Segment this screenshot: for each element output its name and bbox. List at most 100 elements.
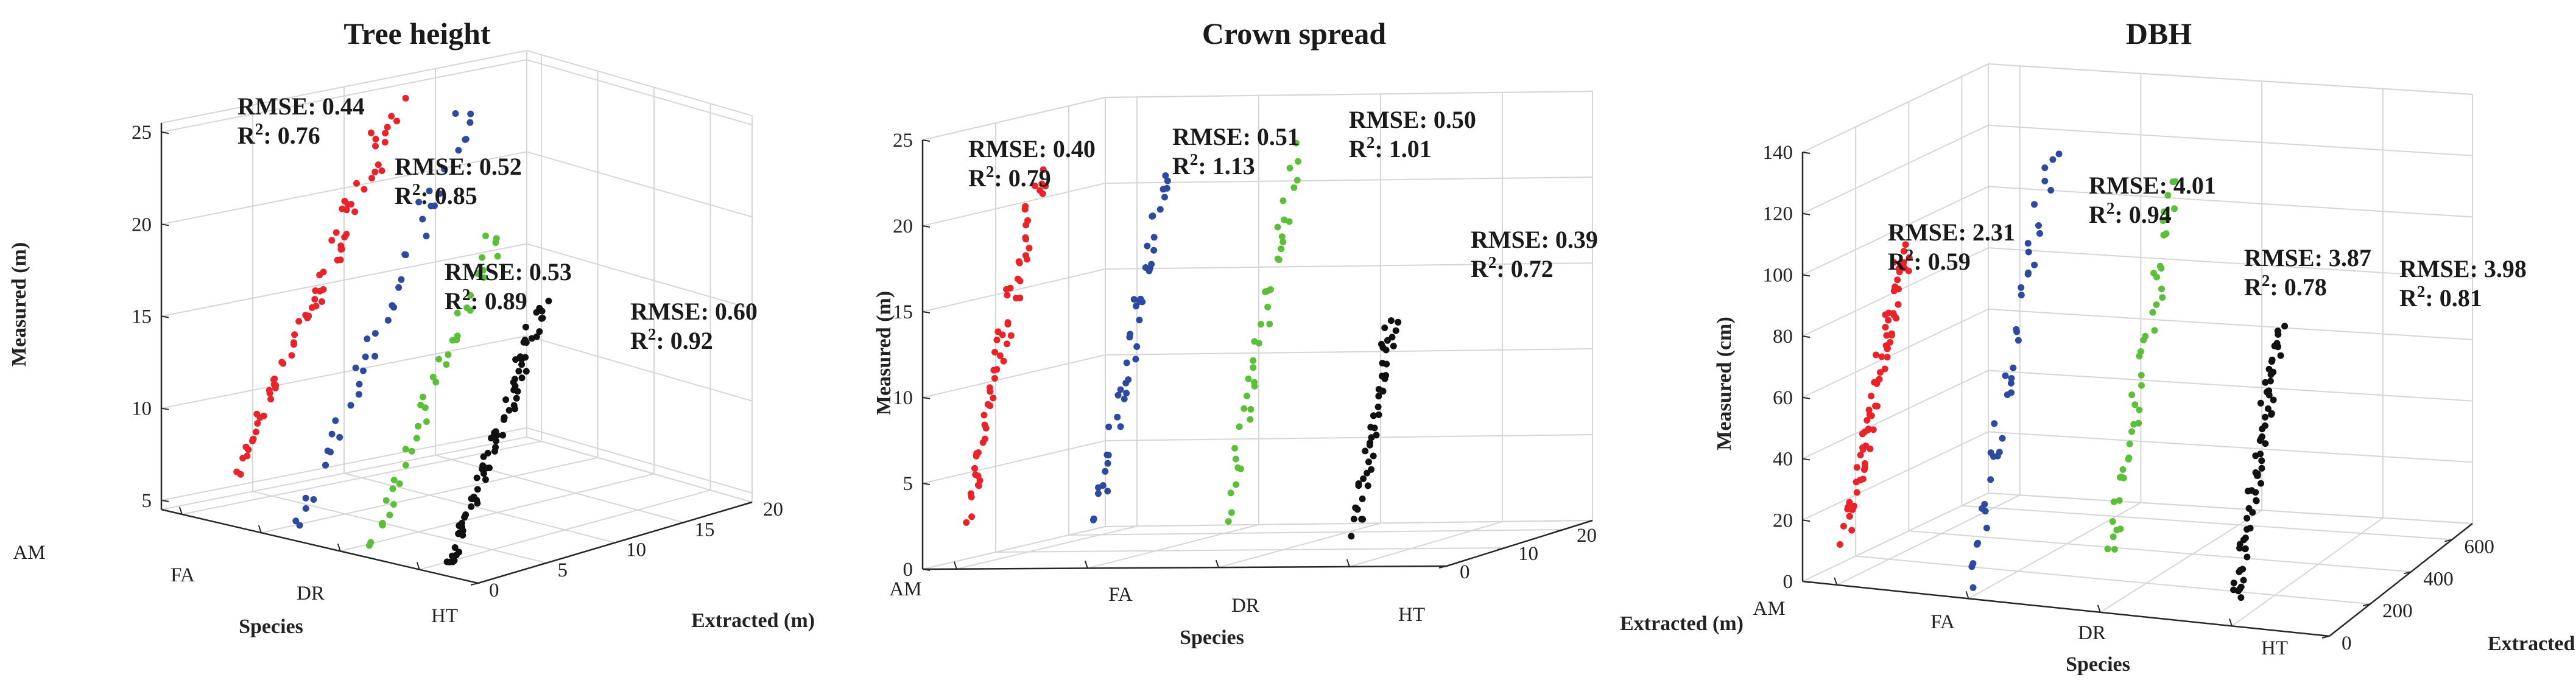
box-edge bbox=[1105, 91, 1593, 98]
data-point-dr bbox=[2158, 285, 2165, 293]
data-point-ht bbox=[1392, 327, 1399, 334]
box-edge bbox=[922, 526, 1106, 570]
grid-line bbox=[1856, 555, 2371, 605]
measured-tick bbox=[922, 139, 931, 142]
data-point-fa bbox=[1137, 295, 1144, 303]
data-point-am bbox=[333, 229, 340, 236]
scatter-points bbox=[1836, 150, 2289, 601]
data-point-fa bbox=[1150, 234, 1158, 241]
data-point-dr bbox=[2119, 466, 2127, 473]
extracted-tick-label: 0 bbox=[1460, 561, 1470, 583]
data-point-ht bbox=[1384, 337, 1391, 344]
data-point-ht bbox=[2237, 594, 2245, 601]
data-point-ht bbox=[518, 361, 526, 368]
grid-line bbox=[2231, 517, 2384, 627]
data-point-fa bbox=[1974, 539, 1982, 547]
r2-annotation: R2: 0.81 bbox=[2399, 282, 2482, 312]
data-point-dr bbox=[1295, 158, 1301, 165]
measured-tick-label: 80 bbox=[1773, 326, 1793, 348]
data-point-fa bbox=[428, 202, 435, 209]
data-point-ht bbox=[505, 407, 513, 414]
data-point-fa bbox=[2004, 391, 2011, 398]
data-point-ht bbox=[1364, 482, 1371, 489]
data-point-fa bbox=[395, 284, 403, 291]
data-point-fa bbox=[426, 187, 433, 195]
species-tick bbox=[178, 506, 183, 515]
data-point-am bbox=[1865, 426, 1872, 433]
r2-annotation: R2: 0.92 bbox=[630, 325, 713, 354]
box-edge bbox=[1802, 63, 1989, 153]
grid-line bbox=[922, 354, 1106, 398]
data-point-ht bbox=[1374, 404, 1382, 410]
data-point-am bbox=[381, 139, 389, 146]
extracted-tick bbox=[470, 583, 479, 586]
species-tick bbox=[1965, 591, 1969, 599]
r2-annotation: R2: 0.76 bbox=[238, 120, 320, 149]
data-point-am bbox=[280, 360, 287, 367]
data-point-dr bbox=[413, 435, 420, 442]
species-tick-label: AM bbox=[889, 578, 921, 600]
data-point-ht bbox=[1348, 533, 1355, 540]
data-point-ht bbox=[501, 416, 507, 423]
data-point-dr bbox=[1244, 393, 1250, 399]
data-point-am bbox=[1853, 489, 1860, 496]
data-point-am bbox=[1868, 393, 1875, 400]
species-tick-label: HT bbox=[2261, 637, 2288, 659]
data-point-dr bbox=[494, 253, 501, 260]
data-point-ht bbox=[518, 374, 526, 382]
grid-line bbox=[1218, 522, 1381, 569]
species-tick-label: FA bbox=[1108, 584, 1133, 606]
data-point-dr bbox=[1262, 288, 1269, 295]
grid-line bbox=[1962, 505, 2452, 541]
data-point-dr bbox=[1228, 509, 1235, 516]
data-point-am bbox=[266, 387, 273, 394]
data-point-fa bbox=[384, 317, 392, 324]
data-point-dr bbox=[2136, 352, 2143, 360]
data-point-dr bbox=[1251, 382, 1258, 390]
grid-line bbox=[1105, 177, 1593, 184]
data-point-ht bbox=[2236, 541, 2243, 548]
data-point-fa bbox=[466, 119, 474, 126]
data-point-am bbox=[382, 130, 389, 137]
data-point-am bbox=[316, 271, 323, 279]
data-point-fa bbox=[1991, 420, 1998, 427]
data-point-ht bbox=[2237, 583, 2245, 590]
data-point-am bbox=[320, 286, 327, 293]
data-point-fa bbox=[1987, 476, 1994, 483]
data-point-am bbox=[1022, 203, 1029, 210]
data-point-am bbox=[378, 167, 385, 174]
panel-tree-height: Tree height 5 10 15 20 25 AM FA DR HT 0 5 10 15 20 Mea… bbox=[8, 16, 815, 638]
data-point-am bbox=[353, 180, 360, 187]
measured-axis-label: Measured (m) bbox=[873, 291, 895, 415]
data-point-dr bbox=[2111, 545, 2118, 553]
measured-tick-label: 25 bbox=[893, 130, 913, 152]
data-point-dr bbox=[479, 267, 487, 274]
data-point-am bbox=[1004, 340, 1010, 348]
data-point-fa bbox=[2015, 337, 2022, 344]
data-point-fa bbox=[332, 417, 339, 424]
measured-tick bbox=[1802, 519, 1811, 522]
data-point-am bbox=[1895, 301, 1902, 308]
grid-group bbox=[922, 91, 1593, 570]
species-tick-label: HT bbox=[431, 605, 458, 627]
data-point-fa bbox=[1105, 423, 1113, 430]
data-point-fa bbox=[2035, 222, 2042, 229]
data-point-am bbox=[1881, 365, 1888, 373]
data-point-fa bbox=[1090, 515, 1097, 522]
data-point-dr bbox=[415, 422, 422, 430]
chart-title: Tree height bbox=[343, 16, 491, 51]
box-edge bbox=[161, 50, 527, 124]
data-point-am bbox=[991, 375, 998, 382]
data-point-am bbox=[1890, 287, 1898, 295]
data-point-ht bbox=[2268, 358, 2275, 365]
data-point-ht bbox=[2253, 497, 2260, 504]
grid-line bbox=[922, 268, 1106, 312]
grid-line bbox=[252, 491, 547, 564]
grid-line bbox=[1988, 370, 2473, 402]
species-tick bbox=[258, 525, 262, 533]
data-point-fa bbox=[2047, 187, 2055, 194]
data-point-am bbox=[270, 376, 277, 384]
data-point-dr bbox=[2110, 533, 2117, 541]
